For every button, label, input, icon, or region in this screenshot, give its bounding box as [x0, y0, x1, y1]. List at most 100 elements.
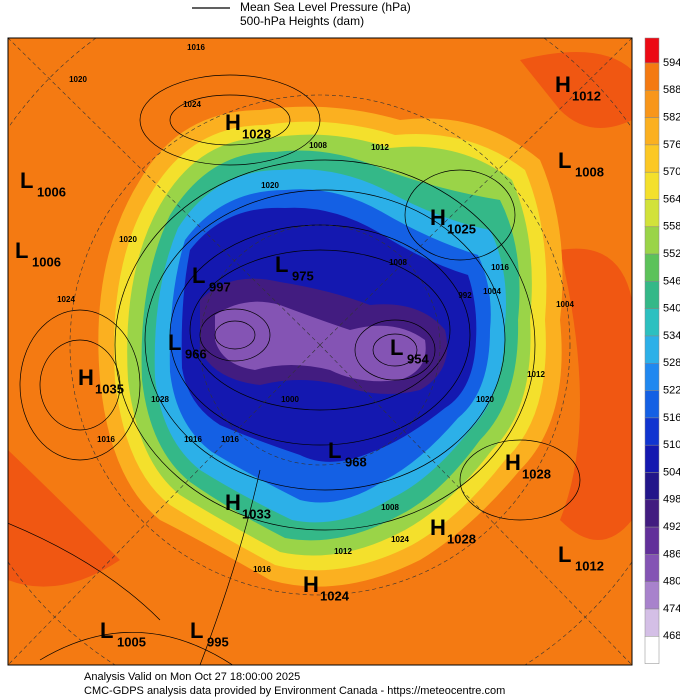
colorbar-swatch	[644, 390, 660, 419]
isobar-label: 1016	[253, 565, 271, 574]
colorbar-label: 498	[663, 494, 680, 506]
footer-credit: CMC-GDPS analysis data provided by Envir…	[84, 685, 505, 697]
colorbar-swatch	[644, 281, 660, 309]
isobar-label: 1008	[381, 503, 399, 512]
footer-valid-time: Analysis Valid on Mon Oct 27 18:00:00 20…	[84, 671, 300, 683]
pressure-center-letter: L	[20, 168, 33, 193]
colorbar-label: 510	[663, 439, 680, 451]
colorbar: 594 588 582 576 570 564 558 552 546 540 534 528 522 5…	[644, 37, 680, 664]
colorbar-label: 516	[663, 412, 680, 424]
colorbar-label: 564	[663, 193, 680, 205]
isobar-label: 1016	[184, 435, 202, 444]
isobar-label: 1012	[334, 547, 352, 556]
colorbar-label: 474	[663, 603, 680, 615]
colorbar-swatch	[644, 253, 660, 282]
colorbar-swatch	[644, 444, 660, 473]
pressure-center-letter: H	[303, 572, 319, 597]
colorbar-swatch	[644, 554, 660, 582]
pressure-center-value: 1005	[117, 634, 146, 649]
colorbar-swatch	[644, 37, 660, 64]
pressure-center-value: 1012	[572, 88, 601, 103]
isobar-label: 1024	[391, 535, 409, 544]
field-594	[8, 52, 632, 587]
isobar-label: 1016	[97, 435, 115, 444]
legend-fill-label: 500-hPa Heights (dam)	[240, 14, 364, 28]
colorbar-label: 504	[663, 466, 680, 478]
isobar-label: 1028	[151, 395, 169, 404]
colorbar-label: 534	[663, 330, 680, 342]
legend-fill-sample	[192, 16, 230, 24]
pressure-center-value: 1035	[95, 381, 124, 396]
pressure-center-value: 1025	[447, 221, 476, 236]
pressure-center-value: 1006	[32, 254, 61, 269]
pressure-center-letter: L	[558, 542, 571, 567]
colorbar-swatch	[644, 472, 660, 501]
isobar-label: 1020	[69, 75, 87, 84]
isobar-label: 1000	[281, 395, 299, 404]
pressure-center-letter: H	[505, 450, 521, 475]
pressure-center-value: 966	[185, 346, 207, 361]
pressure-center-letter: H	[225, 490, 241, 515]
isobar-label: 1020	[476, 395, 494, 404]
colorbar-swatch	[644, 171, 660, 200]
colorbar-swatch	[644, 636, 660, 664]
colorbar-label: 588	[663, 84, 680, 96]
colorbar-swatch	[644, 90, 660, 118]
colorbar-label: 486	[663, 548, 680, 560]
pressure-center-value: 995	[207, 634, 229, 649]
pressure-center-value: 954	[407, 351, 429, 366]
colorbar-swatch	[644, 117, 660, 146]
legend-line-label: Mean Sea Level Pressure (hPa)	[240, 0, 411, 14]
isobar-label: 1024	[183, 100, 201, 109]
pressure-center-letter: H	[225, 110, 241, 135]
pressure-center-letter: L	[192, 263, 205, 288]
pressure-center-value: 1028	[522, 466, 551, 481]
colorbar-swatch	[644, 417, 660, 446]
isobar-label: 1024	[57, 295, 75, 304]
pressure-center-value: 975	[292, 268, 314, 283]
pressure-center-letter: H	[78, 365, 94, 390]
colorbar-swatch	[644, 363, 660, 391]
colorbar-swatch	[644, 499, 660, 528]
colorbar-label: 576	[663, 139, 680, 151]
pressure-center-letter: H	[430, 515, 446, 540]
pressure-center-value: 1006	[37, 184, 66, 199]
isobar-label: 1016	[221, 435, 239, 444]
colorbar-swatch	[644, 199, 660, 228]
pressure-center-letter: L	[328, 438, 341, 463]
colorbar-label: 492	[663, 521, 680, 533]
pressure-center-value: 1028	[447, 531, 476, 546]
colorbar-label: 522	[663, 385, 680, 397]
colorbar-swatch	[644, 308, 660, 337]
colorbar-label: 546	[663, 275, 680, 287]
colorbar-label: 480	[663, 576, 680, 588]
colorbar-label: 552	[663, 248, 680, 260]
pressure-center-letter: L	[168, 330, 181, 355]
colorbar-swatch	[644, 144, 660, 173]
map-frame	[7, 37, 633, 666]
pressure-center-value: 1024	[320, 588, 350, 603]
pressure-center-letter: L	[275, 252, 288, 277]
colorbar-label: 582	[663, 112, 680, 124]
colorbar-swatch	[644, 581, 660, 610]
colorbar-swatch	[644, 226, 660, 255]
colorbar-label: 468	[663, 630, 680, 642]
pressure-center-letter: H	[430, 205, 446, 230]
isobar-label: 1016	[187, 43, 205, 52]
isobar-label: 1008	[389, 258, 407, 267]
colorbar-label: 528	[663, 357, 680, 369]
colorbar-label: 594	[663, 57, 680, 69]
colorbar-swatch	[644, 526, 660, 555]
colorbar-swatch	[644, 608, 660, 637]
colorbar-label: 540	[663, 303, 680, 315]
isobar-label: 1016	[491, 263, 509, 272]
isobar-label: 992	[458, 291, 472, 300]
isobar-label: 1020	[261, 181, 279, 190]
isobar-label: 1012	[371, 143, 389, 152]
pressure-center-value: 1033	[242, 506, 271, 521]
colorbar-swatch	[644, 62, 660, 91]
pressure-center-letter: L	[100, 618, 113, 643]
